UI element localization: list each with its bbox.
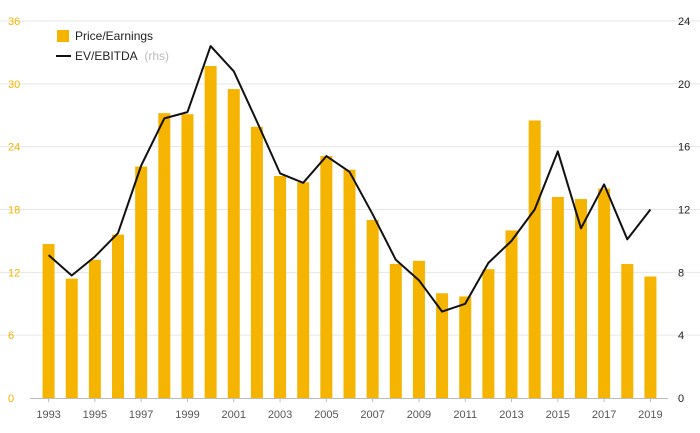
- y-right-tick-label: 16: [678, 142, 690, 154]
- legend-label-rhs: (rhs): [144, 49, 169, 63]
- y-left-tick-label: 36: [8, 16, 20, 28]
- bar-2000: [204, 66, 217, 399]
- bar-1995: [88, 259, 101, 398]
- bar-1998: [158, 113, 171, 399]
- bar-2017: [598, 188, 611, 398]
- bar-2011: [459, 296, 472, 398]
- bar-1997: [135, 166, 148, 398]
- y-left-tick-label: 6: [8, 330, 14, 342]
- bar-2012: [482, 269, 495, 398]
- x-tick-label: 2007: [360, 409, 384, 421]
- bar-2018: [621, 263, 634, 398]
- bar-1999: [181, 114, 194, 399]
- y-left-tick-label: 24: [8, 142, 20, 154]
- y-right-tick-label: 4: [678, 330, 684, 342]
- x-tick-label: 2015: [546, 409, 570, 421]
- bar-2015: [551, 196, 564, 398]
- bar-2002: [250, 126, 263, 399]
- x-tick-label: 2011: [453, 409, 477, 421]
- bar-2016: [574, 199, 587, 398]
- bar-1996: [112, 234, 125, 398]
- y-left-tick-label: 0: [8, 393, 14, 405]
- x-tick-label: 2005: [314, 409, 338, 421]
- y-right-tick-labels: 0 4 8 12 16 20 24: [678, 16, 690, 405]
- y-right-tick-label: 24: [678, 16, 690, 28]
- bar-2014: [528, 120, 541, 398]
- legend-swatch-price-earnings: [57, 30, 69, 42]
- bar-2010: [436, 293, 449, 398]
- bar-2003: [274, 175, 287, 398]
- y-right-tick-label: 12: [678, 205, 690, 217]
- y-left-tick-label: 30: [8, 79, 20, 91]
- y-right-tick-label: 20: [678, 79, 690, 91]
- bar-2008: [389, 263, 402, 398]
- x-tick-label: 1997: [129, 409, 153, 421]
- x-tick-label: 2019: [638, 409, 662, 421]
- bar-2001: [227, 89, 240, 398]
- y-left-tick-label: 18: [8, 205, 20, 217]
- x-tick-label: 1993: [36, 409, 60, 421]
- x-tick-label: 2013: [499, 409, 523, 421]
- bar-1993: [42, 244, 55, 398]
- bar-1994: [65, 278, 78, 398]
- bar-2005: [320, 156, 333, 398]
- bar-2006: [343, 169, 356, 398]
- y-left-tick-label: 12: [8, 267, 20, 279]
- x-tick-label: 2017: [592, 409, 616, 421]
- bar-2009: [412, 260, 425, 398]
- x-tick-label: 2009: [407, 409, 431, 421]
- x-tick-label: 1999: [175, 409, 199, 421]
- x-tick-label: 1995: [83, 409, 107, 421]
- legend-label-ev-ebitda: EV/EBITDA (rhs): [75, 49, 169, 63]
- line-series-ev-ebitda: [47, 45, 652, 313]
- legend-label-price-earnings: Price/Earnings: [75, 29, 153, 43]
- bar-2004: [297, 182, 310, 398]
- bar-2019: [644, 276, 657, 398]
- x-tick-label: 2001: [222, 409, 246, 421]
- x-tick-labels: 1993 1995 1997 1999 2001 2003 2005 2007 2009 2011…: [36, 398, 663, 421]
- bar-2013: [505, 230, 518, 398]
- bar-2007: [366, 219, 379, 398]
- y-right-tick-label: 0: [678, 393, 684, 405]
- legend-label-ev-ebitda-name: EV/EBITDA: [75, 49, 138, 63]
- legend: Price/Earnings EV/EBITDA (rhs): [56, 29, 169, 63]
- x-tick-label: 2003: [268, 409, 292, 421]
- y-left-tick-labels: 0 6 12 18 24 30 36: [8, 16, 20, 405]
- y-right-tick-label: 8: [678, 267, 684, 279]
- bar-series-price-earnings: [42, 66, 657, 399]
